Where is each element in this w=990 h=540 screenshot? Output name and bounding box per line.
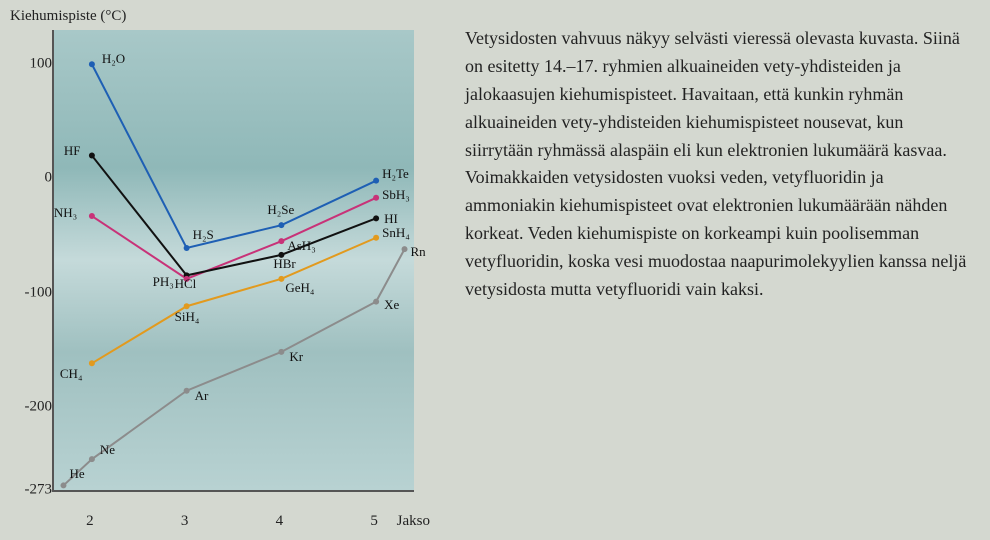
page: Kiehumispiste (°C) H₂OH₂SH₂SeH₂TeHFHClHB… <box>0 0 990 540</box>
x-tick: 2 <box>86 513 94 530</box>
x-tick: 5 <box>370 513 378 530</box>
x-axis-label: Jakso <box>397 513 430 530</box>
chart-svg <box>54 30 414 490</box>
y-tick: -200 <box>0 398 52 415</box>
y-tick: 0 <box>0 170 52 187</box>
paragraph-text: Vetysidosten vahvuus näkyy selvästi vier… <box>440 0 990 540</box>
chart-container: Kiehumispiste (°C) H₂OH₂SH₂SeH₂TeHFHClHB… <box>0 0 440 540</box>
y-axis-label: Kiehumispiste (°C) <box>10 8 126 25</box>
x-tick: 4 <box>276 513 284 530</box>
plot-area: H₂OH₂SH₂SeH₂TeHFHClHBrHINH₃PH₃AsH₃SbH₃CH… <box>52 30 414 492</box>
y-tick: 100 <box>0 56 52 73</box>
y-tick: -100 <box>0 284 52 301</box>
x-tick: 3 <box>181 513 189 530</box>
y-tick: -273 <box>0 482 52 499</box>
